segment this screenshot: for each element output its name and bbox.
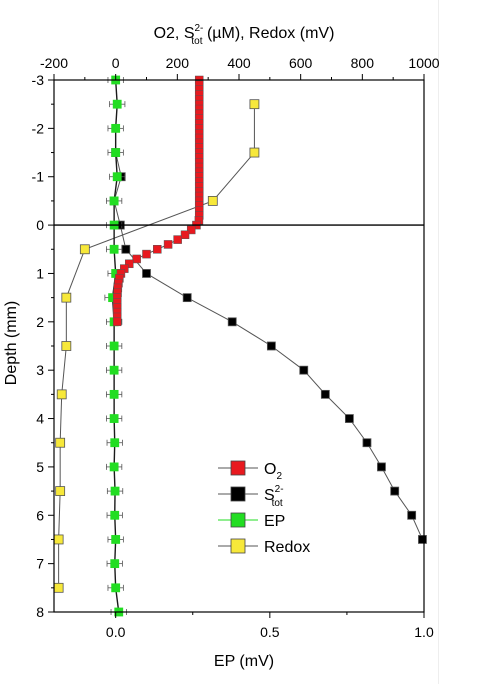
data-point-s2	[362, 438, 372, 448]
y-tick-label: 6	[36, 507, 44, 523]
data-point-o2	[112, 317, 122, 327]
data-point-redox	[207, 196, 218, 206]
y-axis-label: Depth (mm)	[3, 301, 20, 385]
series-o2	[112, 75, 204, 327]
page-edge-line	[438, 0, 439, 684]
bottom-tick-label: 0.5	[260, 624, 280, 640]
y-tick-label: 4	[36, 411, 44, 427]
y-tick-label: 8	[36, 604, 44, 620]
top-tick-label: 1000	[408, 55, 439, 71]
top-tick-label: 600	[289, 55, 313, 71]
bottom-tick-label: 0.0	[106, 624, 126, 640]
legend-entry-redox: Redox	[218, 538, 310, 556]
legend-label-ep: EP	[264, 513, 285, 530]
data-point-s2	[299, 365, 309, 375]
data-point-ep	[109, 196, 119, 206]
data-point-redox	[61, 341, 72, 351]
data-point-redox	[53, 582, 64, 593]
y-tick-label: -3	[32, 72, 45, 88]
data-point-redox	[56, 389, 67, 400]
data-point-s2	[377, 462, 386, 472]
series-ep	[104, 75, 127, 617]
y-tick-label: 7	[36, 556, 44, 572]
bottom-axis-label: EP (mV)	[214, 653, 274, 670]
y-tick-label: 1	[36, 265, 44, 281]
series-s2	[109, 148, 427, 544]
data-point-o2	[163, 240, 173, 249]
data-point-ep	[110, 510, 120, 520]
series-line-redox	[58, 104, 255, 588]
data-point-redox	[55, 486, 66, 496]
data-point-ep	[109, 365, 119, 375]
legend-marker-s2	[230, 486, 246, 502]
bottom-tick-label: 1.0	[414, 624, 434, 640]
top-tick-label: 800	[351, 55, 375, 71]
data-point-ep	[111, 535, 121, 544]
data-point-s2	[390, 486, 400, 496]
data-point-o2	[124, 259, 134, 269]
series-layer	[53, 75, 427, 617]
y-tick-label: 0	[36, 217, 44, 233]
data-point-ep	[111, 583, 121, 593]
y-tick-label: -1	[32, 169, 45, 185]
tick-layer: -200 0 200 400 600 800 1000 0.0 0.5 1.0 -3 -2 -1 0 1 2 3…	[32, 55, 440, 640]
series-redox	[53, 99, 260, 593]
data-point-ep	[110, 559, 120, 569]
data-point-s2	[142, 269, 151, 278]
data-point-ep	[109, 341, 119, 351]
data-point-ep	[109, 414, 119, 423]
data-point-ep	[109, 462, 119, 472]
data-point-o2	[132, 254, 141, 264]
legend: O2 S2-tot EP Redox	[218, 460, 310, 556]
data-point-redox	[249, 147, 260, 158]
data-point-s2	[344, 414, 354, 423]
top-axis-label: O2, S2-tot (µM), Redox (mV)	[154, 23, 335, 47]
y-tick-label: 2	[36, 314, 44, 330]
data-point-redox	[79, 244, 90, 255]
data-point-o2	[186, 225, 196, 235]
data-point-ep	[112, 172, 122, 182]
data-point-o2	[180, 230, 190, 240]
data-point-ep	[109, 389, 119, 399]
data-point-redox	[53, 534, 64, 545]
data-point-s2	[266, 341, 276, 351]
legend-label-s2: S2-tot	[264, 484, 284, 509]
legend-marker-o2	[230, 460, 246, 476]
data-point-ep	[110, 438, 120, 448]
data-point-s2	[320, 389, 330, 399]
data-point-ep	[109, 244, 119, 254]
data-point-o2	[142, 249, 151, 259]
legend-label-o2: O2	[264, 461, 282, 482]
legend-entry-o2: O2	[218, 460, 282, 482]
data-point-s2	[121, 244, 131, 254]
data-point-s2	[182, 293, 192, 303]
data-point-redox	[61, 292, 72, 303]
top-tick-label: 200	[166, 55, 190, 71]
data-point-ep	[111, 123, 121, 133]
data-point-s2	[418, 535, 427, 544]
data-point-o2	[173, 235, 182, 244]
legend-label-redox: Redox	[264, 539, 310, 556]
y-tick-label: 5	[36, 459, 44, 475]
data-point-redox	[249, 99, 260, 110]
y-tick-label: 3	[36, 362, 44, 378]
data-point-ep	[112, 99, 122, 109]
legend-entry-s2: S2-tot	[218, 484, 284, 509]
series-line-o2	[116, 80, 200, 322]
top-tick-label: -200	[40, 55, 68, 71]
data-point-ep	[111, 148, 121, 157]
legend-entry-ep: EP	[218, 512, 285, 530]
legend-marker-redox	[230, 538, 246, 554]
data-point-s2	[227, 317, 237, 327]
top-tick-label: 400	[227, 55, 251, 71]
data-point-o2	[153, 245, 162, 254]
data-point-s2	[407, 510, 417, 520]
y-tick-label: -2	[32, 120, 45, 136]
legend-marker-ep	[230, 512, 246, 528]
top-tick-label: 0	[112, 55, 120, 71]
data-point-redox	[55, 437, 66, 448]
data-point-ep	[110, 486, 120, 496]
